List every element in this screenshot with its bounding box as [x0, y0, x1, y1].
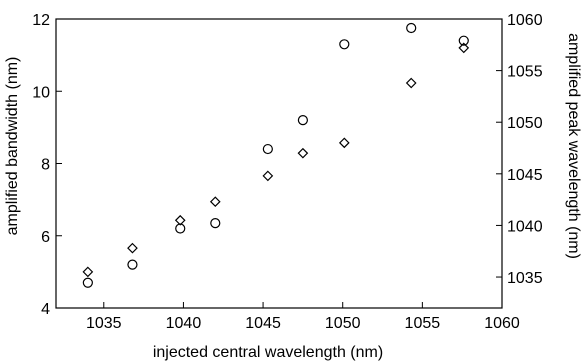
x-tick-label: 1055 — [405, 315, 441, 332]
y2-tick-label: 1045 — [507, 167, 543, 184]
bandwidth-point — [339, 39, 350, 50]
data-markers — [82, 22, 470, 288]
x-tick-label: 1060 — [484, 315, 520, 332]
x-tick-label: 1050 — [325, 315, 361, 332]
bandwidth-point — [406, 22, 417, 34]
y2-tick-label: 1060 — [507, 12, 543, 29]
peak-wavelength-point — [405, 77, 417, 89]
y2-tick-label: 1035 — [507, 270, 543, 287]
y2-tick-label: 1055 — [507, 64, 543, 81]
y-tick-label: 4 — [41, 301, 50, 318]
peak-wavelength-point — [209, 196, 221, 208]
plot-frame — [55, 18, 503, 309]
y-axis-left-ticks: 4 6 8 10 12 — [32, 12, 62, 318]
y-axis-right-ticks: 1035 1040 1045 1050 1055 1060 — [496, 12, 543, 287]
bandwidth-point — [458, 35, 469, 46]
peak-wavelength-point — [338, 137, 350, 149]
peak-wavelength-point — [262, 170, 274, 182]
y-tick-label: 8 — [41, 157, 50, 174]
peak-wavelength-point — [82, 266, 94, 278]
bandwidth-point — [297, 115, 308, 126]
bandwidth-point — [82, 277, 93, 288]
y-axis-left-label: amplified bandwidth (nm) — [4, 57, 21, 236]
x-axis-ticks: 1035 1040 1045 1050 1055 1060 — [86, 302, 520, 332]
y-tick-label: 12 — [32, 12, 50, 29]
peak-wavelength-point — [174, 214, 186, 226]
x-tick-label: 1045 — [245, 315, 281, 332]
peak-wavelength-point — [297, 147, 309, 159]
y-tick-label: 6 — [41, 229, 50, 246]
peak-wavelength-point — [127, 242, 138, 254]
y-tick-label: 10 — [32, 84, 50, 101]
bandwidth-point — [127, 259, 138, 270]
y-axis-right-label: amplified peak wavelength (nm) — [565, 33, 582, 259]
y2-tick-label: 1040 — [507, 218, 543, 235]
y2-tick-label: 1050 — [507, 115, 543, 132]
bandwidth-point — [210, 218, 221, 229]
plot-border — [55, 18, 503, 309]
x-axis-label: injected central wavelength (nm) — [153, 344, 383, 361]
x-tick-label: 1035 — [86, 315, 122, 332]
bandwidth-point — [262, 143, 273, 155]
x-tick-label: 1040 — [166, 315, 202, 332]
peak-wavelength-point — [458, 42, 470, 54]
